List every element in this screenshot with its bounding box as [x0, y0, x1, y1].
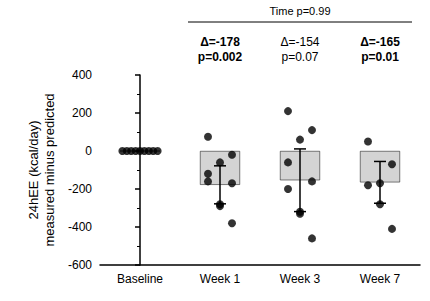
svg-text:p=0.002: p=0.002	[198, 50, 243, 64]
svg-text:Δ=-165: Δ=-165	[360, 35, 400, 49]
svg-text:Week 7: Week 7	[360, 272, 401, 286]
svg-text:measured minus predicted: measured minus predicted	[42, 93, 57, 246]
svg-text:24hEE (kcal/day): 24hEE (kcal/day)	[26, 121, 41, 220]
svg-text:-400: -400	[68, 220, 92, 234]
svg-text:200: 200	[72, 106, 92, 120]
svg-text:-200: -200	[68, 182, 92, 196]
svg-text:Δ=-154: Δ=-154	[280, 35, 319, 49]
svg-text:400: 400	[72, 68, 92, 82]
svg-text:p=0.07: p=0.07	[281, 50, 318, 64]
svg-text:Week 1: Week 1	[200, 272, 241, 286]
svg-text:Baseline: Baseline	[117, 272, 163, 286]
svg-text:0: 0	[85, 144, 92, 158]
svg-text:p=0.01: p=0.01	[361, 50, 399, 64]
svg-text:Week 3: Week 3	[280, 272, 321, 286]
svg-text:-600: -600	[68, 258, 92, 272]
svg-text:Time p=0.99: Time p=0.99	[269, 5, 330, 17]
svg-text:Δ=-178: Δ=-178	[200, 35, 240, 49]
